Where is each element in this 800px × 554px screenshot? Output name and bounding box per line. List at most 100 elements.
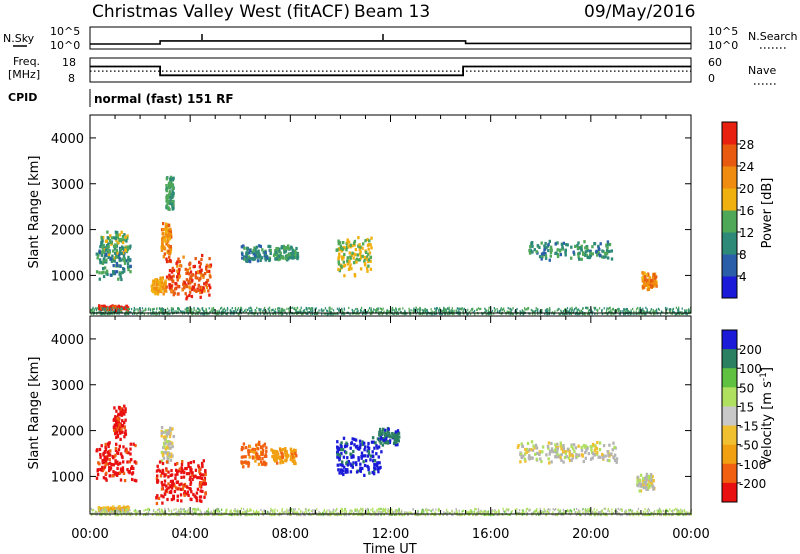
data-cell (543, 244, 546, 248)
data-cell (349, 255, 352, 259)
data-cell (596, 513, 599, 516)
data-cell (596, 450, 599, 455)
data-cell (246, 248, 249, 252)
data-cell (642, 307, 644, 310)
data-cell (120, 513, 122, 516)
data-cell (129, 509, 131, 512)
data-cell (157, 511, 159, 514)
data-cell (338, 269, 341, 273)
data-cell (324, 312, 327, 315)
data-cell (170, 510, 173, 513)
data-cell (91, 309, 94, 312)
data-cell (204, 310, 206, 313)
data-cell (221, 311, 223, 314)
data-cell (530, 456, 534, 460)
data-cell (357, 236, 360, 240)
data-cell (191, 273, 194, 277)
data-cell (106, 450, 109, 454)
data-cell (162, 308, 165, 311)
colorbar-tick-label: 20 (739, 182, 754, 196)
data-cell (343, 274, 346, 278)
data-cell (343, 313, 345, 316)
data-cell (156, 292, 160, 296)
data-cell (583, 312, 585, 315)
data-cell (100, 260, 103, 264)
data-cell (131, 477, 134, 482)
data-cell (512, 312, 514, 315)
data-cell (167, 183, 171, 187)
data-cell (533, 446, 536, 450)
data-cell (295, 309, 297, 312)
data-cell (205, 281, 208, 285)
data-cell (225, 512, 227, 515)
data-cell (521, 309, 523, 312)
data-cell (571, 447, 575, 451)
data-cell (573, 252, 576, 256)
data-cell (384, 511, 387, 514)
data-cell (397, 439, 400, 443)
data-cell (115, 442, 118, 446)
data-cell (129, 447, 132, 451)
data-cell (286, 307, 288, 310)
data-cell (231, 307, 233, 310)
data-cell (206, 510, 208, 513)
data-cell (218, 310, 220, 313)
data-cell (483, 512, 485, 515)
data-cell (606, 242, 610, 246)
data-cell (261, 449, 265, 453)
scatter-region (165, 253, 213, 301)
data-cell (169, 184, 173, 188)
data-cell (506, 310, 508, 313)
data-cell (248, 307, 250, 310)
data-cell (125, 513, 128, 516)
data-cell (175, 468, 178, 472)
data-cell (279, 307, 281, 310)
nsky-left-tick-bottom: 10^0 (50, 39, 80, 52)
data-cell (645, 306, 647, 309)
data-cell (619, 508, 621, 511)
data-cell (372, 472, 376, 476)
data-cell (637, 306, 639, 309)
data-cell (597, 308, 599, 312)
data-cell (158, 282, 161, 286)
data-cell (294, 249, 297, 253)
data-cell (643, 313, 646, 316)
data-cell (546, 444, 550, 449)
data-cell (273, 510, 276, 513)
data-cell (650, 279, 653, 283)
data-cell (265, 454, 268, 458)
data-cell (397, 431, 400, 435)
data-cell (541, 445, 545, 449)
data-cell (118, 272, 121, 277)
data-cell (204, 272, 207, 276)
data-cell (337, 260, 340, 264)
data-cell (247, 464, 250, 468)
data-cell (290, 509, 292, 512)
data-cell (299, 311, 301, 314)
data-cell (288, 307, 290, 310)
data-cell (95, 511, 98, 514)
data-cell (159, 276, 162, 280)
data-cell (295, 251, 298, 255)
data-cell (238, 312, 240, 315)
data-cell (278, 307, 280, 310)
data-cell (311, 312, 314, 315)
data-cell (604, 251, 607, 255)
data-cell (308, 508, 310, 511)
data-cell (577, 312, 579, 315)
data-cell (159, 284, 162, 288)
data-cell (341, 464, 344, 468)
data-cell (273, 459, 277, 463)
data-cell (377, 308, 379, 311)
power-frame (89, 114, 692, 314)
data-cell (562, 460, 565, 464)
data-cell (599, 242, 602, 246)
plot-title: Christmas Valley West (fitACF) (92, 2, 350, 22)
data-cell (552, 513, 554, 516)
data-cell (595, 249, 598, 253)
data-cell (254, 511, 256, 514)
data-cell (523, 511, 525, 514)
data-cell (571, 511, 573, 514)
data-cell (345, 468, 348, 472)
data-cell (202, 473, 205, 477)
